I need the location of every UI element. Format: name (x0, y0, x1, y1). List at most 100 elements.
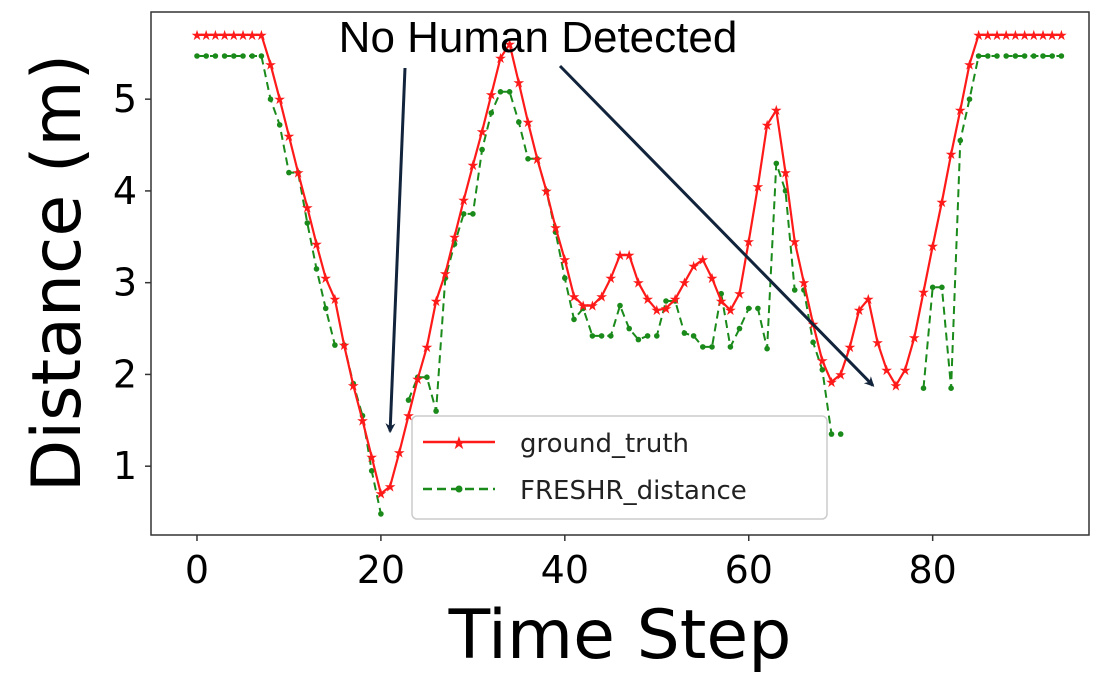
data-point (267, 96, 274, 102)
data-point: ★ (319, 271, 332, 287)
data-point (470, 211, 476, 217)
annotation: No Human Detected (339, 13, 875, 434)
data-point (727, 344, 734, 350)
data-point (617, 302, 623, 309)
data-point (231, 53, 237, 59)
data-point: ★ (770, 103, 783, 119)
x-tick-label: 60 (725, 548, 773, 592)
data-point: ★ (798, 276, 811, 292)
data-point: ★ (255, 28, 268, 44)
data-point: ★ (752, 179, 765, 195)
data-point: ★ (264, 57, 277, 73)
data-point: ★ (669, 292, 682, 308)
data-point: ★ (926, 239, 939, 255)
data-point: ★ (945, 147, 958, 163)
data-point (598, 333, 605, 339)
data-point: ★ (908, 331, 921, 347)
data-point: ★ (476, 124, 489, 140)
data-point: ★ (742, 234, 755, 250)
data-point (994, 53, 1000, 59)
y-axis-label: Distance (m) (18, 54, 97, 492)
data-point: ★ (356, 413, 369, 429)
data-point: ★ (733, 287, 746, 303)
data-point: ★ (1000, 28, 1013, 44)
data-point (1012, 53, 1019, 59)
data-point (828, 431, 835, 437)
series-line-FRESHR_distance (922, 55, 1062, 390)
series-layer: ★★★★★★★★★★★★★★★★★★★★★★★★★★★★★★★★★★★★★★★★… (191, 28, 1068, 517)
data-point: ★ (853, 303, 866, 319)
data-point: ★ (467, 158, 480, 174)
data-point (819, 367, 826, 373)
plot-frame (150, 11, 1090, 536)
data-point: ★ (991, 28, 1004, 44)
annotation-text: No Human Detected (339, 13, 738, 62)
data-point (663, 298, 669, 304)
data-point: ★ (917, 285, 930, 301)
data-point: ★ (641, 292, 654, 308)
data-point: ★ (687, 259, 700, 275)
data-point: ★ (384, 479, 397, 495)
data-point: ★ (503, 37, 516, 53)
data-point: ★ (494, 51, 507, 67)
data-point (322, 305, 329, 312)
x-tick-label: 40 (541, 548, 589, 592)
data-point: ★ (329, 292, 342, 308)
y-tick-label: 5 (113, 77, 137, 121)
data-point (194, 53, 200, 59)
data-point: ★ (568, 289, 581, 305)
data-point: ★ (209, 28, 222, 44)
data-point (1040, 53, 1046, 59)
data-point (240, 53, 246, 59)
data-point: ★ (540, 184, 553, 200)
data-point (571, 316, 577, 323)
data-point (580, 305, 586, 312)
series-line-FRESHR_distance (197, 55, 382, 515)
data-point: ★ (228, 28, 241, 44)
data-point (690, 333, 697, 339)
data-point: ★ (310, 237, 323, 253)
data-point (1021, 53, 1028, 59)
data-point: ★ (844, 340, 857, 356)
data-point: ★ (972, 28, 985, 44)
data-point: ★ (1028, 28, 1041, 44)
data-point: ★ (273, 92, 286, 108)
data-point (424, 374, 430, 381)
data-point (433, 408, 439, 414)
data-point (203, 53, 209, 59)
data-point (368, 468, 375, 474)
data-point: ★ (1037, 28, 1050, 44)
x-axis-ticks: 0 20 40 60 80 (185, 535, 957, 592)
data-point: ★ (586, 299, 599, 315)
data-point: ★ (448, 230, 461, 246)
data-point: ★ (485, 88, 498, 104)
data-point (939, 284, 945, 291)
data-point: ★ (191, 28, 204, 44)
data-point (286, 169, 292, 176)
data-point: ★ (788, 234, 801, 250)
data-point: ★ (724, 303, 737, 319)
data-point (745, 305, 752, 312)
data-point (488, 110, 495, 116)
series-line-ground_truth (197, 33, 1062, 495)
data-point: ★ (678, 276, 691, 292)
data-point (1003, 53, 1009, 59)
data-point (276, 122, 283, 128)
y-axis-ticks: 1 2 3 4 5 (113, 77, 151, 488)
data-point: ★ (522, 115, 535, 131)
data-point: ★ (834, 367, 847, 383)
legend: ★ ground_truth FRESHR_distance (411, 415, 828, 520)
legend-ground-truth-marker: ★ (451, 433, 467, 454)
data-point: ★ (375, 487, 388, 503)
y-tick-label: 1 (113, 444, 137, 488)
data-point: ★ (411, 372, 424, 388)
data-point: ★ (715, 294, 728, 310)
data-point: ★ (1055, 28, 1068, 44)
data-point: ★ (871, 335, 884, 351)
data-point: ★ (246, 28, 259, 44)
data-point (985, 53, 991, 59)
data-point: ★ (283, 129, 296, 145)
data-point (1058, 53, 1065, 59)
annotation-arrow-right (558, 64, 875, 387)
data-point (644, 333, 651, 339)
